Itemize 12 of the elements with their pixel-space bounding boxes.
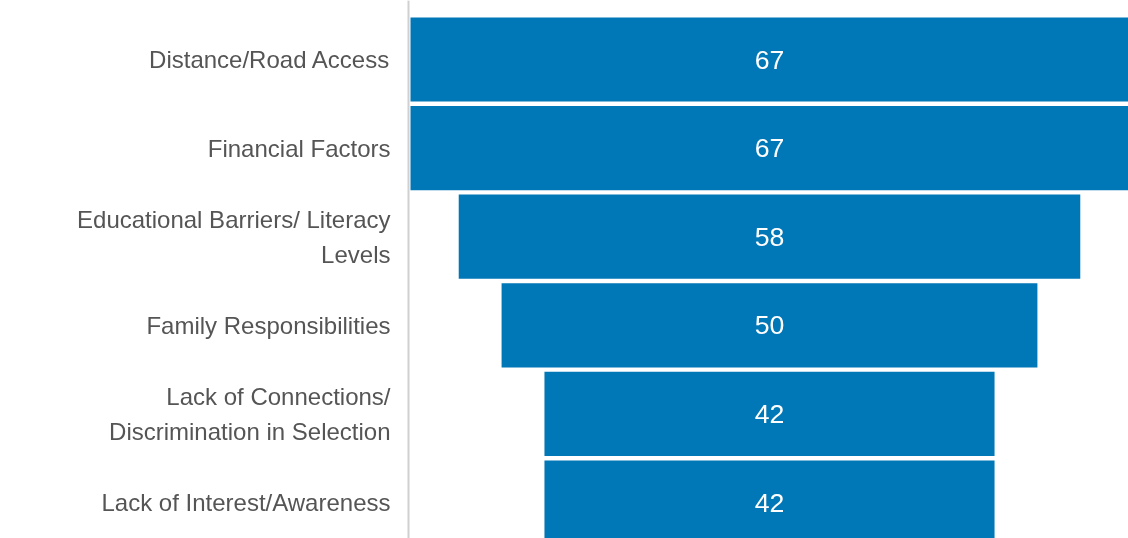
data-label: 42 xyxy=(754,487,785,518)
category-label: Family Responsibilities xyxy=(146,311,391,339)
data-label: 58 xyxy=(754,221,785,252)
data-label: 67 xyxy=(754,44,785,75)
category-label: Educational Barriers/ Literacy Levels xyxy=(77,205,391,268)
category-label: Financial Factors xyxy=(207,134,391,162)
category-label: Lack of Connections/ Discrimination in Selection xyxy=(109,382,391,445)
data-label: 50 xyxy=(754,310,785,341)
category-label: Lack of Interest/Awareness xyxy=(101,489,391,516)
data-label: 42 xyxy=(754,398,785,429)
data-label: 67 xyxy=(754,133,785,164)
category-label: Distance/Road Access xyxy=(149,46,390,73)
